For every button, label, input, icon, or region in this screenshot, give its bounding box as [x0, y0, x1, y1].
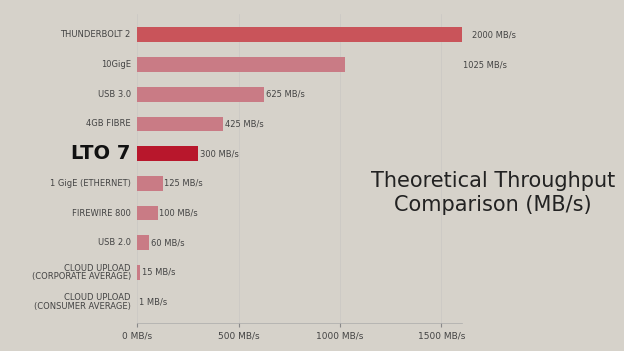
Text: 4GB FIBRE: 4GB FIBRE: [86, 119, 131, 128]
Text: USB 3.0: USB 3.0: [98, 90, 131, 99]
Bar: [137, 57, 345, 72]
Text: FIREWIRE 800: FIREWIRE 800: [72, 208, 131, 218]
Bar: [137, 206, 157, 220]
Text: 300 MB/s: 300 MB/s: [200, 149, 238, 158]
Bar: [137, 27, 462, 42]
Bar: [137, 265, 140, 280]
Bar: [137, 87, 264, 102]
Text: THUNDERBOLT 2: THUNDERBOLT 2: [61, 30, 131, 39]
Text: 1 MB/s: 1 MB/s: [139, 298, 167, 307]
Text: 625 MB/s: 625 MB/s: [266, 90, 305, 99]
Text: 60 MB/s: 60 MB/s: [151, 238, 185, 247]
Bar: [137, 146, 198, 161]
Bar: [137, 176, 163, 191]
Bar: [137, 235, 150, 250]
Text: 15 MB/s: 15 MB/s: [142, 268, 175, 277]
Text: LTO 7: LTO 7: [71, 144, 131, 163]
Text: 100 MB/s: 100 MB/s: [159, 208, 198, 218]
Text: 425 MB/s: 425 MB/s: [225, 119, 264, 128]
Text: 1 GigE (ETHERNET): 1 GigE (ETHERNET): [50, 179, 131, 188]
Text: CLOUD UPLOAD
(CONSUMER AVERAGE): CLOUD UPLOAD (CONSUMER AVERAGE): [34, 293, 131, 311]
Bar: [137, 117, 223, 131]
Text: USB 2.0: USB 2.0: [98, 238, 131, 247]
Text: CLOUD UPLOAD
(CORPORATE AVERAGE): CLOUD UPLOAD (CORPORATE AVERAGE): [32, 264, 131, 281]
Text: 10GigE: 10GigE: [101, 60, 131, 69]
Text: 1025 MB/s: 1025 MB/s: [464, 60, 507, 69]
Text: 125 MB/s: 125 MB/s: [164, 179, 203, 188]
Text: 2000 MB/s: 2000 MB/s: [472, 30, 516, 39]
Text: Theoretical Throughput
Comparison (MB/s): Theoretical Throughput Comparison (MB/s): [371, 171, 615, 216]
